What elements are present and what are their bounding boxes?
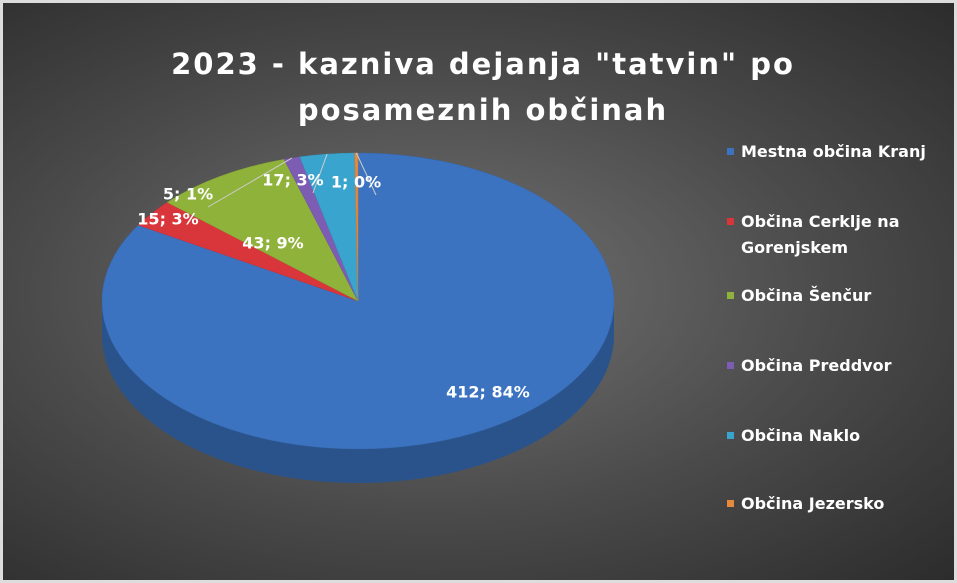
legend-label: Občina Naklo <box>741 426 861 445</box>
legend-label: Občina Preddvor <box>741 356 892 375</box>
legend-swatch <box>727 218 734 225</box>
chart-title: 2023 - kazniva dejanja "tatvin" po posam… <box>171 47 795 127</box>
slice <box>166 159 359 302</box>
data-label: 17; 3% <box>262 171 323 190</box>
data-label: 412; 84% <box>446 383 530 402</box>
legend-label: Mestna občina Kranj <box>741 142 926 161</box>
leader-line <box>207 157 293 208</box>
pie-area: 412; 84% 15; 3% 43; 9% 5; 1% 17; 3% 1; 0% <box>101 152 615 483</box>
legend-label: Občina Jezersko <box>741 494 885 513</box>
legend-swatch <box>727 292 734 299</box>
data-label: 5; 1% <box>163 185 213 204</box>
legend-label: Občina Cerklje na Gorenjskem <box>741 212 900 257</box>
legend-swatch <box>727 148 734 155</box>
data-label: 15; 3% <box>137 210 198 229</box>
legend-label: Občina Šenčur <box>741 286 872 305</box>
legend-swatch <box>727 432 734 439</box>
legend-swatch <box>727 362 734 369</box>
legend-entry: Občina Šenčur <box>725 283 953 309</box>
leader-line <box>355 152 377 196</box>
slice <box>354 152 359 302</box>
data-label: 1; 0% <box>331 173 381 192</box>
legend-entry: Občina Naklo <box>725 423 953 449</box>
legend-entry: Občina Preddvor <box>725 353 953 379</box>
legend-entry: Mestna občina Kranj <box>725 139 953 165</box>
slice-side <box>102 301 614 483</box>
leader-line <box>312 153 328 194</box>
data-label: 43; 9% <box>242 234 303 253</box>
legend-entry: Občina Cerklje na Gorenjskem <box>725 209 953 261</box>
legend-entry: Občina Jezersko <box>725 491 953 517</box>
legend-swatch <box>727 500 734 507</box>
